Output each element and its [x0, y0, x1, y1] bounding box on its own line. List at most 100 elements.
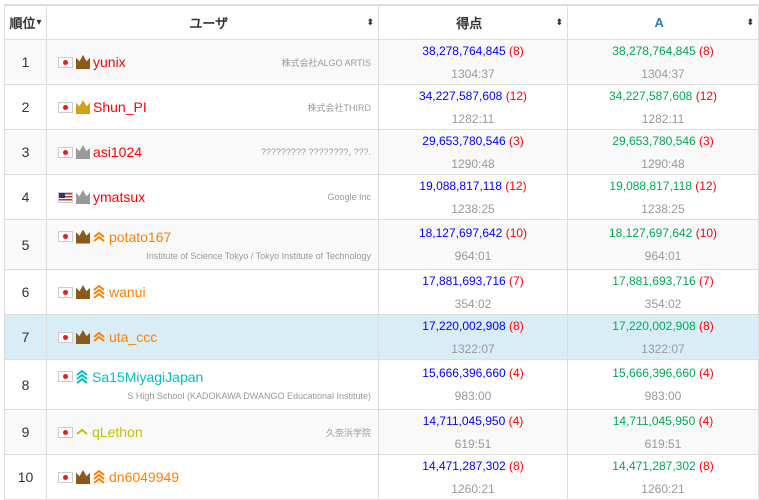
rank-cell: 5	[4, 219, 47, 270]
user-header[interactable]: ユーザ ⬍	[46, 5, 379, 40]
penalty-count: (7)	[699, 273, 714, 288]
table-row: 9 qLethon 久奈浜学院 14,711,045,950 (4) 619:51…	[4, 409, 759, 455]
username-link[interactable]: Shun_PI	[93, 99, 147, 115]
submission-time: 619:51	[454, 436, 492, 451]
task-a-cell[interactable]: 18,127,697,642 (10) 964:01	[567, 219, 759, 270]
score-header[interactable]: 得点 ⬍	[378, 5, 568, 40]
username-link[interactable]: potato167	[109, 228, 172, 245]
table-row: 8 Sa15MiyagiJapan S High School (KADOKAW…	[4, 359, 759, 410]
crown-icon	[76, 55, 90, 69]
rank-header-label: 順位	[9, 16, 36, 31]
penalty-count: (8)	[699, 43, 714, 58]
task-a-cell[interactable]: 14,471,287,302 (8) 1260:21	[567, 454, 759, 500]
crown-icon	[76, 229, 90, 244]
task-a-cell[interactable]: 29,653,780,546 (3) 1290:48	[567, 129, 759, 175]
username-link[interactable]: ymatsux	[93, 189, 146, 205]
task-a-score: 19,088,817,118	[609, 178, 692, 193]
table-row: 3 asi1024 ????????? ????????, ???. 29,65…	[4, 129, 759, 175]
username-link[interactable]: dn6049949	[109, 469, 180, 485]
task-a-cell[interactable]: 17,220,002,908 (8) 1322:07	[567, 314, 759, 360]
affiliation: S High School (KADOKAWA DWANGO Education…	[127, 390, 371, 401]
rating-chevron-icon	[93, 284, 105, 299]
rank-cell: 7	[4, 314, 47, 360]
username-link[interactable]: qLethon	[92, 424, 143, 440]
penalty-count: (3)	[509, 133, 524, 148]
penalty-count: (8)	[699, 458, 714, 473]
rating-chevron-icon	[93, 469, 105, 484]
username-link[interactable]: asi1024	[93, 144, 143, 160]
task-a-score: 14,711,045,950	[612, 413, 696, 428]
task-a-cell[interactable]: 19,088,817,118 (12) 1238:25	[567, 174, 759, 220]
rating-chevron-icon	[93, 331, 105, 342]
table-row: 2 Shun_PI 株式会社THIRD 34,227,587,608 (12) 1…	[4, 84, 759, 130]
user-header-label: ユーザ	[189, 16, 229, 31]
submission-time: 983:00	[644, 389, 682, 403]
submission-time: 1260:21	[451, 481, 495, 496]
table-row: 6 wanui 17,881,693,716 (7) 354:02 17,881,…	[4, 269, 759, 315]
submission-time: 1260:21	[641, 481, 685, 496]
submission-time: 354:02	[644, 296, 682, 311]
affiliation: 久奈浜学院	[325, 427, 371, 438]
task-a-cell[interactable]: 15,666,396,660 (4) 983:00	[567, 359, 759, 410]
sort-icon: ⬍	[746, 17, 754, 27]
submission-time: 964:01	[454, 249, 492, 263]
user-cell: potato167 Institute of Science Tokyo / T…	[46, 219, 379, 270]
standings-table: 順位 ▾ ユーザ ⬍ 得点 ⬍ A ⬍ 1 yunix 株式会社ALGO ARTIS 3…	[4, 5, 759, 500]
user-cell: qLethon 久奈浜学院	[46, 409, 379, 455]
user-cell: yunix 株式会社ALGO ARTIS	[46, 39, 379, 85]
submission-time: 1290:48	[641, 156, 685, 171]
user-cell: uta_ccc	[46, 314, 379, 360]
submission-time: 983:00	[454, 389, 492, 403]
header-row: 順位 ▾ ユーザ ⬍ 得点 ⬍ A ⬍	[4, 5, 759, 40]
total-score: 17,881,693,716	[422, 273, 506, 288]
rank-cell: 3	[4, 129, 47, 175]
username-link[interactable]: Sa15MiyagiJapan	[92, 368, 204, 385]
username-link[interactable]: wanui	[109, 284, 146, 300]
task-a-header-label: A	[654, 15, 664, 30]
sort-icon: ⬍	[366, 17, 374, 27]
rating-chevron-icon	[76, 369, 88, 384]
total-score: 19,088,817,118	[419, 178, 502, 193]
flag-icon	[58, 426, 73, 438]
penalty-count: (8)	[509, 43, 524, 58]
task-a-cell[interactable]: 17,881,693,716 (7) 354:02	[567, 269, 759, 315]
flag-icon	[58, 101, 73, 113]
total-score: 14,471,287,302	[422, 458, 506, 473]
submission-time: 964:01	[644, 249, 682, 263]
flag-icon	[58, 56, 73, 68]
crown-icon	[76, 285, 90, 299]
username-link[interactable]: uta_ccc	[109, 329, 158, 345]
username-link[interactable]: yunix	[93, 54, 126, 70]
total-score: 29,653,780,546	[422, 133, 506, 148]
user-cell: ymatsux Google Inc	[46, 174, 379, 220]
rank-header[interactable]: 順位 ▾	[4, 5, 47, 40]
submission-time: 1238:25	[641, 201, 685, 216]
submission-time: 1322:07	[451, 341, 495, 356]
affiliation: 株式会社THIRD	[307, 102, 372, 113]
penalty-count: (4)	[508, 413, 524, 428]
rank-cell: 9	[4, 409, 47, 455]
submission-time: 1304:37	[641, 66, 685, 81]
task-a-cell[interactable]: 14,711,045,950 (4) 619:51	[567, 409, 759, 455]
score-cell: 17,220,002,908 (8) 1322:07	[378, 314, 568, 360]
penalty-count: (8)	[509, 458, 524, 473]
rank-cell: 1	[4, 39, 47, 85]
task-a-cell[interactable]: 34,227,587,608 (12) 1282:11	[567, 84, 759, 130]
task-a-header[interactable]: A ⬍	[567, 5, 759, 40]
task-a-cell[interactable]: 38,278,764,845 (8) 1304:37	[567, 39, 759, 85]
score-cell: 34,227,587,608 (12) 1282:11	[378, 84, 568, 130]
penalty-count: (3)	[699, 133, 714, 148]
rank-cell: 6	[4, 269, 47, 315]
score-cell: 14,471,287,302 (8) 1260:21	[378, 454, 568, 500]
crown-icon	[76, 470, 90, 484]
total-score: 38,278,764,845	[422, 43, 506, 58]
penalty-count: (12)	[695, 178, 717, 193]
submission-time: 354:02	[454, 296, 492, 311]
total-score: 17,220,002,908	[422, 318, 506, 333]
flag-icon	[58, 146, 73, 158]
score-cell: 17,881,693,716 (7) 354:02	[378, 269, 568, 315]
user-cell: asi1024 ????????? ????????, ???.	[46, 129, 379, 175]
task-a-score: 34,227,587,608	[608, 88, 693, 103]
submission-time: 1282:11	[451, 111, 495, 126]
rating-chevron-icon	[76, 428, 88, 435]
